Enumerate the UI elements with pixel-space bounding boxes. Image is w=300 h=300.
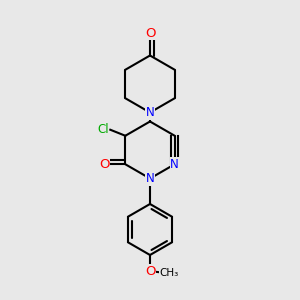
Text: O: O <box>145 265 155 278</box>
Text: Cl: Cl <box>97 123 109 136</box>
Text: CH₃: CH₃ <box>160 268 179 278</box>
Text: N: N <box>170 158 179 171</box>
Text: O: O <box>145 26 155 40</box>
Text: N: N <box>146 172 154 185</box>
Text: O: O <box>99 158 110 171</box>
Text: N: N <box>146 106 154 119</box>
